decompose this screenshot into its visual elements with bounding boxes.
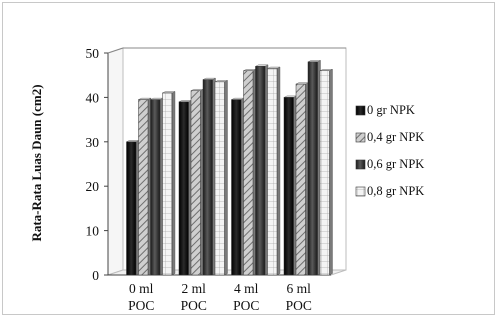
y-tick-label: 50: [86, 46, 100, 61]
x-category-label: POC: [286, 298, 312, 313]
y-axis-title: Rata-Rata Luas Daun (cm2): [29, 84, 44, 241]
top-grid-line: [107, 47, 346, 54]
bar: [243, 70, 254, 276]
bar: [178, 101, 189, 276]
x-category-label: POC: [128, 298, 154, 313]
bar: [214, 81, 225, 276]
bar-side: [224, 80, 228, 276]
legend-swatch: [355, 159, 366, 170]
chart-frame: 0 10 20 30 40 50 0 ml POC 2 ml POC 4 ml POC 6 ml POC…: [2, 2, 495, 315]
bar-side: [171, 91, 176, 276]
bar-side: [276, 66, 281, 276]
y-axis-ticks: 0 10 20 30 40 50: [86, 46, 108, 283]
bar-side: [329, 68, 333, 276]
y-tick-label: 20: [86, 179, 100, 194]
x-category-label: 0 ml: [129, 281, 154, 296]
x-axis-categories: 0 ml POC 2 ml POC 4 ml POC 6 ml POC: [128, 281, 312, 313]
y-tick-label: 30: [86, 135, 100, 150]
bar: [307, 61, 318, 276]
x-category-label: 2 ml: [182, 281, 207, 296]
side-wall: [107, 47, 124, 276]
legend-label: 0,6 gr NPK: [367, 157, 424, 171]
x-category-label: 6 ml: [287, 281, 312, 296]
legend-label: 0,8 gr NPK: [367, 184, 424, 198]
legend-label: 0,4 gr NPK: [367, 130, 424, 144]
y-tick-label: 40: [86, 90, 100, 105]
bar: [202, 79, 213, 276]
x-category-label: POC: [233, 298, 259, 313]
legend-label: 0 gr NPK: [367, 103, 415, 117]
legend-swatch: [355, 186, 366, 197]
bar: [283, 97, 294, 276]
bar: [295, 83, 306, 276]
bar: [255, 66, 266, 276]
bar: [162, 92, 173, 276]
bar: [319, 70, 330, 276]
x-category-label: POC: [181, 298, 207, 313]
grid-line: [107, 47, 124, 54]
legend: 0 gr NPK 0,4 gr NPK 0,6 gr NPK 0,8 gr NPK: [355, 103, 424, 198]
bars: [126, 60, 333, 276]
bar-chart: 0 10 20 30 40 50 0 ml POC 2 ml POC 4 ml POC 6 ml POC…: [29, 46, 424, 313]
bar: [138, 99, 149, 276]
legend-swatch: [355, 132, 366, 143]
bar: [190, 90, 201, 276]
bar: [126, 141, 137, 276]
bar: [150, 99, 161, 276]
y-tick-label: 0: [92, 268, 99, 283]
x-category-label: 4 ml: [234, 281, 259, 296]
legend-swatch: [355, 105, 366, 116]
bar: [267, 68, 278, 276]
bar: [231, 99, 242, 276]
y-tick-label: 10: [86, 224, 100, 239]
